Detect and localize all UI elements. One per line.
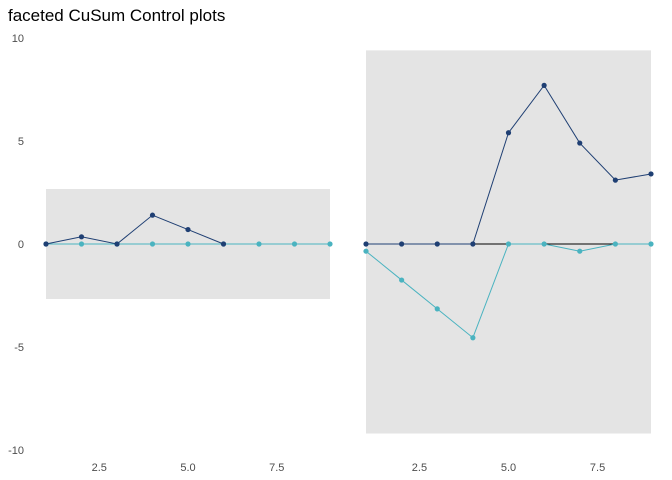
lower-cusum-point: [612, 241, 618, 247]
upper-cusum-point: [399, 241, 405, 247]
upper-cusum-point: [541, 82, 547, 88]
upper-cusum-point: [648, 171, 654, 177]
lower-cusum-point: [185, 241, 191, 247]
upper-cusum-point: [78, 234, 85, 240]
y-tick-label: -5: [14, 342, 24, 354]
lower-cusum-point: [505, 241, 512, 247]
y-tick-label: 0: [18, 239, 24, 251]
x-tick-label: 5.0: [501, 462, 516, 474]
lower-cusum-point: [149, 241, 156, 247]
lower-cusum-point: [256, 241, 262, 247]
lower-cusum-point: [399, 277, 405, 283]
upper-cusum-point: [505, 130, 512, 136]
upper-cusum-point: [434, 241, 440, 247]
upper-cusum-line-left: [45, 214, 224, 245]
lower-cusum-point: [78, 241, 85, 247]
lower-cusum-point: [363, 248, 369, 254]
upper-cusum-point: [185, 226, 191, 233]
upper-cusum-point: [114, 241, 120, 247]
y-tick-label: 5: [18, 136, 24, 148]
lower-cusum-point: [434, 306, 440, 312]
upper-cusum-point: [363, 241, 369, 247]
x-tick-label: 7.5: [269, 462, 284, 474]
upper-cusum-point: [43, 241, 49, 247]
lower-cusum-point: [291, 241, 298, 247]
y-tick-label: -10: [8, 445, 24, 457]
x-tick-label: 2.5: [92, 462, 107, 474]
lower-cusum-point: [648, 241, 654, 247]
upper-cusum-point: [470, 241, 476, 247]
x-tick-label: 5.0: [180, 462, 195, 474]
chart-title: faceted CuSum Control plots: [8, 6, 226, 25]
x-tick-label: 2.5: [412, 462, 427, 474]
lower-cusum-point: [577, 248, 583, 254]
upper-cusum-point: [612, 177, 618, 183]
upper-cusum-point: [220, 241, 227, 247]
upper-cusum-point: [149, 212, 156, 218]
upper-cusum-point: [577, 140, 583, 146]
y-tick-label: 10: [12, 33, 24, 45]
lower-cusum-point: [470, 335, 476, 341]
lower-cusum-point: [541, 241, 547, 247]
x-tick-label: 7.5: [590, 462, 605, 474]
lower-cusum-point: [327, 241, 333, 247]
